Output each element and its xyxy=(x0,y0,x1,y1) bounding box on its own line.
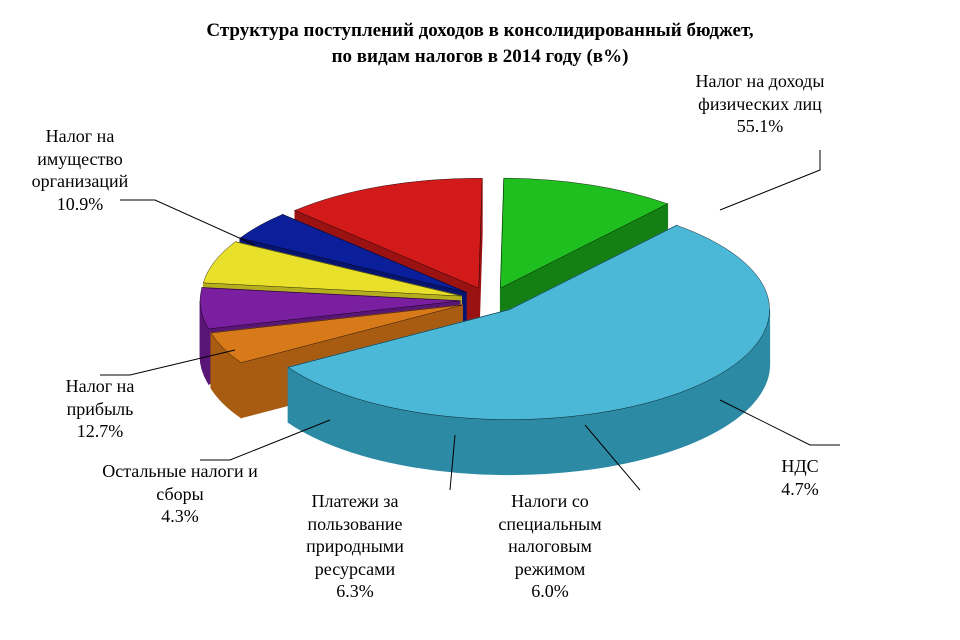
label-nds: НДС 4.7% xyxy=(740,455,860,500)
label-spec: Налоги со специальным налоговым режимом … xyxy=(455,490,645,603)
label-pribyl: Налог на прибыль 12.7% xyxy=(30,375,170,443)
leader-ndfl xyxy=(720,150,820,210)
label-prirod: Платежи за пользование природными ресурс… xyxy=(260,490,450,603)
label-ndfl: Налог на доходы физических лиц 55.1% xyxy=(660,70,860,138)
chart-container: Структура поступлений доходов в консолид… xyxy=(0,0,960,640)
label-imush: Налог на имущество организаций 10.9% xyxy=(0,125,160,215)
